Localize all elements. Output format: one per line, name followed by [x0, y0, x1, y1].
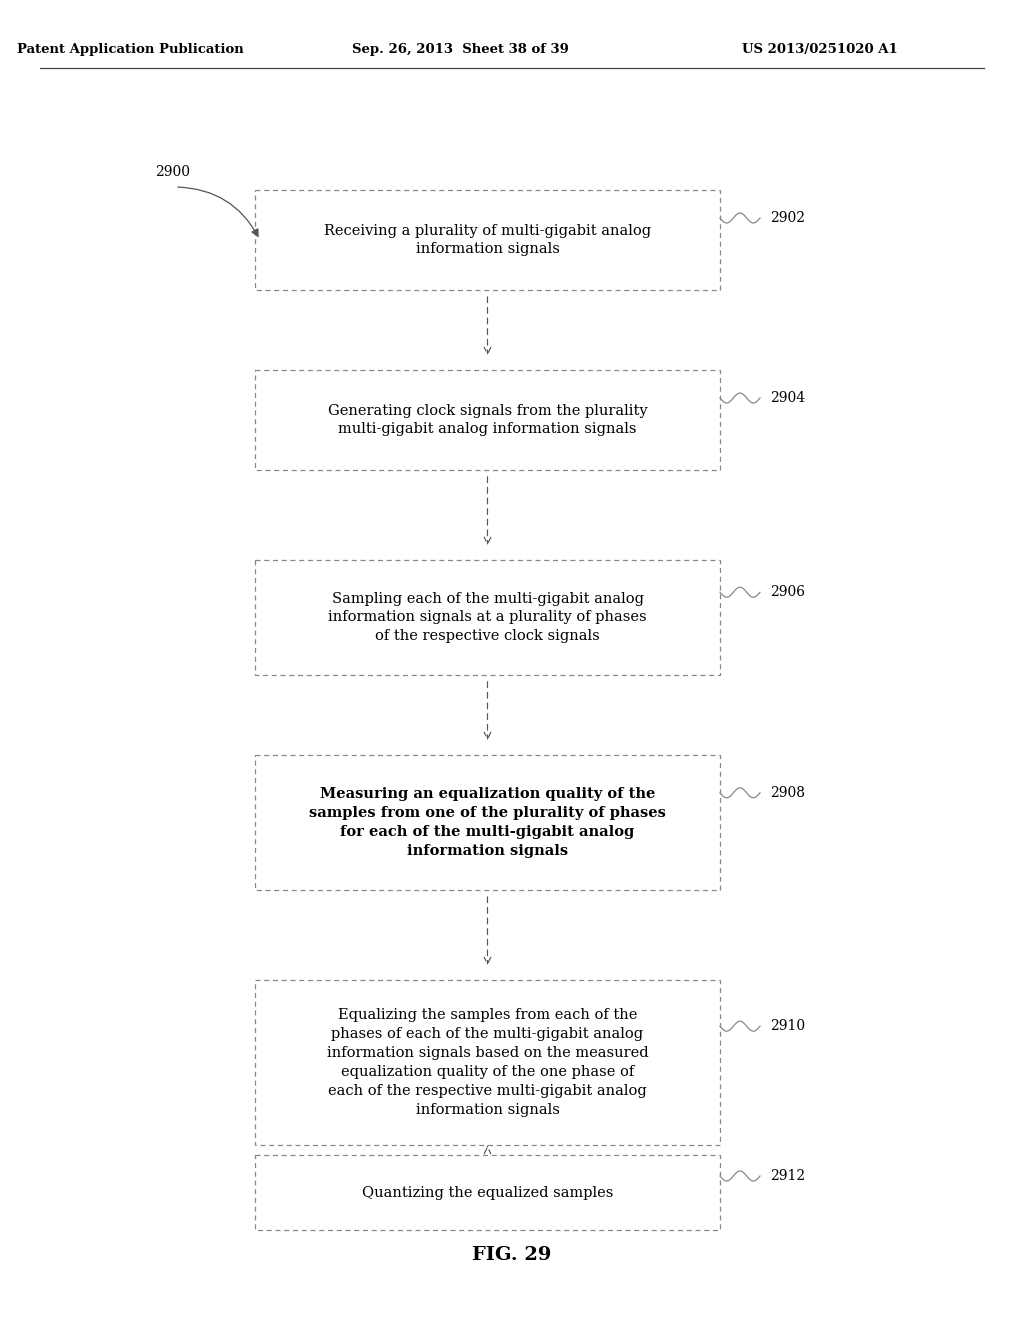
Text: US 2013/0251020 A1: US 2013/0251020 A1: [742, 44, 898, 57]
Bar: [255, 370, 720, 470]
Text: 2910: 2910: [770, 1019, 806, 1034]
Text: Quantizing the equalized samples: Quantizing the equalized samples: [361, 1185, 613, 1200]
Bar: [255, 1155, 720, 1230]
Text: Sampling each of the multi-gigabit analog
information signals at a plurality of : Sampling each of the multi-gigabit analo…: [328, 591, 647, 643]
Text: Patent Application Publication: Patent Application Publication: [16, 44, 244, 57]
Text: 2906: 2906: [770, 585, 806, 599]
Bar: [255, 190, 720, 290]
Text: Measuring an equalization quality of the
samples from one of the plurality of ph: Measuring an equalization quality of the…: [309, 787, 666, 858]
Text: Generating clock signals from the plurality
multi-gigabit analog information sig: Generating clock signals from the plural…: [328, 404, 647, 437]
Bar: [255, 560, 720, 675]
Bar: [255, 979, 720, 1144]
Text: Equalizing the samples from each of the
phases of each of the multi-gigabit anal: Equalizing the samples from each of the …: [327, 1008, 648, 1117]
Text: FIG. 29: FIG. 29: [472, 1246, 552, 1265]
Text: 2908: 2908: [770, 785, 806, 800]
Text: 2902: 2902: [770, 211, 806, 224]
Text: Sep. 26, 2013  Sheet 38 of 39: Sep. 26, 2013 Sheet 38 of 39: [351, 44, 568, 57]
Text: Receiving a plurality of multi-gigabit analog
information signals: Receiving a plurality of multi-gigabit a…: [324, 223, 651, 256]
Text: 2912: 2912: [770, 1170, 806, 1183]
Text: 2900: 2900: [155, 165, 190, 180]
Text: 2904: 2904: [770, 391, 806, 405]
Bar: [255, 755, 720, 890]
